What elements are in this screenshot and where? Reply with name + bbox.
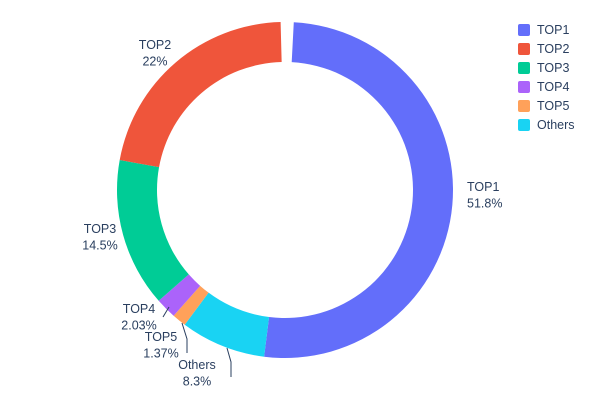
legend-item-top3[interactable]: TOP3: [518, 58, 575, 77]
legend-label: Others: [537, 117, 575, 132]
legend-item-top1[interactable]: TOP1: [518, 20, 575, 39]
pie-slice-top1[interactable]: [264, 22, 453, 358]
legend-label: TOP2: [537, 41, 570, 56]
legend-swatch-top1: [518, 23, 530, 36]
slice-label-top2: TOP2 22%: [139, 38, 171, 69]
pie-slices: [117, 22, 453, 358]
legend-item-top5[interactable]: TOP5: [518, 96, 575, 115]
slice-label-others: Others 8.3%: [178, 358, 216, 389]
legend-swatch-top3: [518, 61, 530, 74]
legend-swatch-top2: [518, 42, 530, 55]
legend-label: TOP5: [537, 98, 570, 113]
legend-label: TOP1: [537, 22, 570, 37]
label-leader-lines: [162, 306, 232, 377]
slice-label-top4: TOP4 2.03%: [121, 302, 156, 333]
slice-label-top3: TOP3 14.5%: [82, 222, 117, 253]
legend: TOP1 TOP2 TOP3 TOP4 TOP5 Others: [518, 20, 575, 134]
pie-slice-top5[interactable]: [173, 285, 209, 325]
legend-label: TOP3: [537, 60, 570, 75]
pie-slice-others[interactable]: [184, 292, 270, 357]
legend-item-top4[interactable]: TOP4: [518, 77, 575, 96]
legend-item-others[interactable]: Others: [518, 115, 575, 134]
slice-labels: TOP1 51.8% TOP2 22% TOP3 14.5% TOP4 2.03%TOP5 1.…: [82, 38, 502, 389]
pie-slice-top3[interactable]: [117, 159, 189, 301]
pie-slice-top2[interactable]: [119, 22, 282, 168]
pie-slice-top4[interactable]: [158, 274, 201, 316]
leader-line-top5: [181, 322, 188, 353]
legend-swatch-top5: [518, 99, 530, 112]
leader-line-top4: [162, 306, 170, 318]
legend-swatch-top4: [518, 80, 530, 93]
leader-line-others: [226, 347, 232, 377]
slice-label-top5: TOP5 1.37%: [143, 330, 178, 361]
legend-item-top2[interactable]: TOP2: [518, 39, 575, 58]
legend-swatch-others: [518, 118, 530, 131]
legend-label: TOP4: [537, 79, 570, 94]
slice-label-top1: TOP1 51.8%: [467, 180, 502, 211]
